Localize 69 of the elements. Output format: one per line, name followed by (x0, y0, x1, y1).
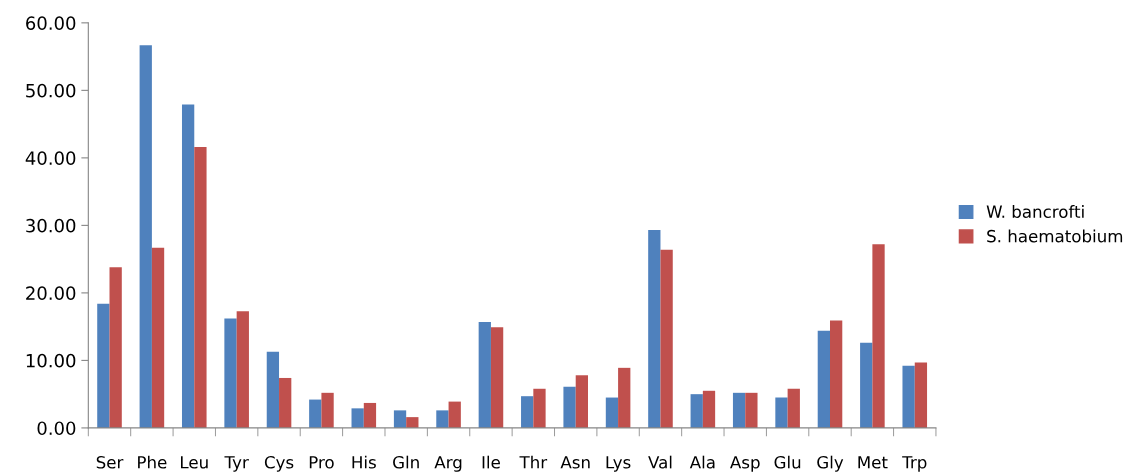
x-tick-label: Gln (393, 455, 419, 469)
bar (309, 399, 322, 428)
bar (605, 397, 619, 428)
bar (436, 410, 449, 428)
x-tick-label: Thr (519, 455, 548, 469)
bar (914, 362, 928, 428)
x-tick-label: Ile (482, 455, 500, 469)
x-tick-label: Tyr (224, 456, 249, 472)
bar (817, 330, 830, 428)
y-tick-label: 50.00 (26, 83, 76, 98)
x-tick-label: Met (858, 456, 888, 469)
bar (575, 375, 588, 428)
x-tick-label: Asn (560, 456, 590, 469)
x-tick-label: Asp (730, 456, 760, 472)
bar (109, 267, 122, 428)
legend-label: W. bancrofti (986, 205, 1084, 218)
bar (775, 397, 788, 428)
y-tick-label: 0.00 (37, 421, 76, 436)
bar (139, 45, 152, 428)
bar (732, 392, 746, 428)
bar (660, 249, 673, 428)
bar (478, 321, 491, 428)
legend-label: S. haematobium (987, 229, 1123, 243)
x-tick-label: Trp (902, 456, 927, 472)
x-tick-label: Glu (774, 455, 801, 469)
x-tick-label: Arg (434, 456, 462, 472)
bar (97, 303, 110, 428)
x-tick-label: Gly (817, 455, 844, 472)
bar (224, 318, 237, 428)
x-tick-label: Ala (689, 455, 715, 469)
bar (745, 392, 758, 428)
x-tick-label: Phe (138, 455, 167, 469)
bar (702, 390, 716, 428)
bar (351, 408, 364, 428)
bar (448, 401, 461, 428)
x-tick-label: Leu (181, 456, 208, 469)
bar (406, 417, 419, 428)
y-tick-label: 10.00 (26, 353, 76, 368)
bar (151, 247, 165, 428)
bar (321, 392, 334, 428)
y-tick-label: 60.00 (26, 16, 76, 30)
y-tick-label: 20.00 (26, 286, 76, 301)
bar (648, 230, 661, 428)
x-tick-label: Lys (606, 456, 631, 472)
bar (363, 402, 377, 428)
x-tick-label: His (352, 455, 376, 469)
bar (860, 342, 873, 428)
bar (533, 388, 546, 428)
bar (690, 394, 703, 428)
x-tick-label: Cys (264, 456, 294, 472)
bar (830, 320, 843, 428)
x-tick-label: Ser (96, 456, 124, 469)
bar (872, 244, 885, 428)
bar (521, 396, 534, 428)
bar (181, 104, 195, 428)
bar (787, 388, 800, 428)
bar (563, 386, 576, 428)
bar (393, 410, 407, 428)
bar (490, 327, 504, 428)
x-tick-label: Pro (309, 456, 334, 469)
x-tick-label: Val (648, 455, 672, 469)
bar (618, 367, 631, 428)
bar (902, 365, 915, 428)
bar (236, 311, 249, 428)
y-tick-label: 30.00 (26, 218, 76, 233)
bar (194, 147, 207, 428)
bar (266, 351, 280, 428)
bar (279, 377, 292, 428)
y-tick-label: 40.00 (25, 151, 76, 165)
